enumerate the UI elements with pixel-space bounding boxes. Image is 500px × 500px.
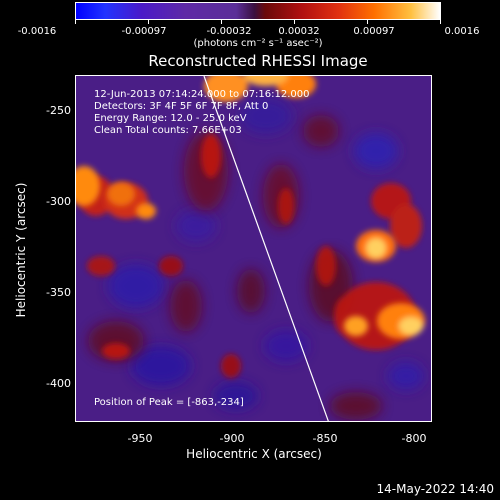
y-tick-label: -300 <box>46 195 71 208</box>
y-tick-label: -350 <box>46 286 71 299</box>
rhessi-image <box>75 75 432 422</box>
observation-info: 12-Jun-2013 07:14:24.000 to 07:16:12.000… <box>94 89 310 137</box>
x-axis-label: Heliocentric X (arcsec) <box>186 447 322 461</box>
y-tick-label: -400 <box>46 377 71 390</box>
colorbar-tick <box>367 20 368 24</box>
colorbar-label: 0.0016 <box>444 26 480 37</box>
image-title: Reconstructed RHESSI Image <box>148 52 368 70</box>
colorbar-label: 0.00097 <box>353 26 395 37</box>
x-tick-label: -950 <box>127 432 153 445</box>
colorbar-tick <box>75 20 76 24</box>
colorbar-tick <box>221 20 222 24</box>
colorbar-label: -0.00032 <box>206 26 252 37</box>
peak-position: Position of Peak = [-863,-234] <box>94 397 244 408</box>
x-tick-label: -900 <box>219 432 245 445</box>
x-tick-label: -850 <box>312 432 338 445</box>
time-range: 12-Jun-2013 07:14:24.000 to 07:16:12.000 <box>94 89 310 100</box>
colorbar-units: (photons cm⁻² s⁻¹ asec⁻²) <box>193 38 323 49</box>
colorbar-label: -0.0016 <box>17 26 57 37</box>
colorbar-tick <box>440 20 441 24</box>
colorbar-tick <box>294 20 295 24</box>
algorithm-counts: Clean Total counts: 7.66E+03 <box>94 125 242 136</box>
y-axis-label: Heliocentric Y (arcsec) <box>14 182 28 318</box>
y-tick-label: -250 <box>46 104 71 117</box>
colorbar-tick <box>148 20 149 24</box>
detectors: Detectors: 3F 4F 5F 6F 7F 8F, Att 0 <box>94 101 269 112</box>
energy-range: Energy Range: 12.0 - 25.0 keV <box>94 113 247 124</box>
colorbar <box>75 2 441 20</box>
x-tick-label: -800 <box>401 432 427 445</box>
colorbar-label: 0.00032 <box>278 26 320 37</box>
footer-date: 14-May-2022 14:40 <box>376 482 494 496</box>
colorbar-label: -0.00097 <box>121 26 167 37</box>
